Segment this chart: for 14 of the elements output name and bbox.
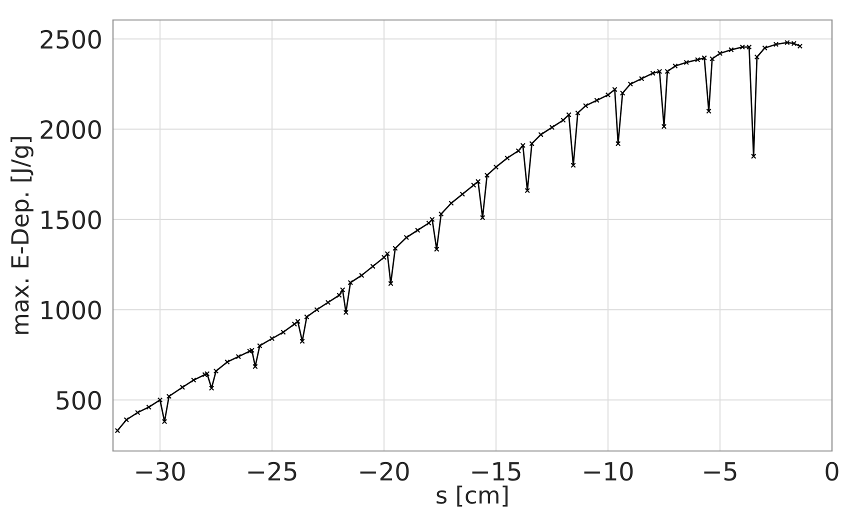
y-tick-label: 1500 (42, 210, 101, 230)
x-tick-label: −20 (360, 462, 409, 481)
x-tick-label: −15 (472, 462, 520, 481)
x-tick-label: −10 (584, 462, 633, 481)
y-tick-label: 2500 (40, 30, 101, 49)
y-tick-label: 1000 (42, 300, 101, 320)
x-tick-label: −25 (248, 462, 296, 481)
x-tick-label: 0 (826, 462, 838, 481)
x-tick-label: −5 (704, 462, 736, 481)
y-axis-title: max. E-Dep. [J/g] (10, 137, 34, 334)
y-tick-label: 2000 (40, 120, 101, 140)
y-tick-label: 500 (56, 390, 101, 410)
x-axis-title: s [cm] (436, 486, 508, 507)
x-tick-label: −30 (136, 462, 185, 481)
